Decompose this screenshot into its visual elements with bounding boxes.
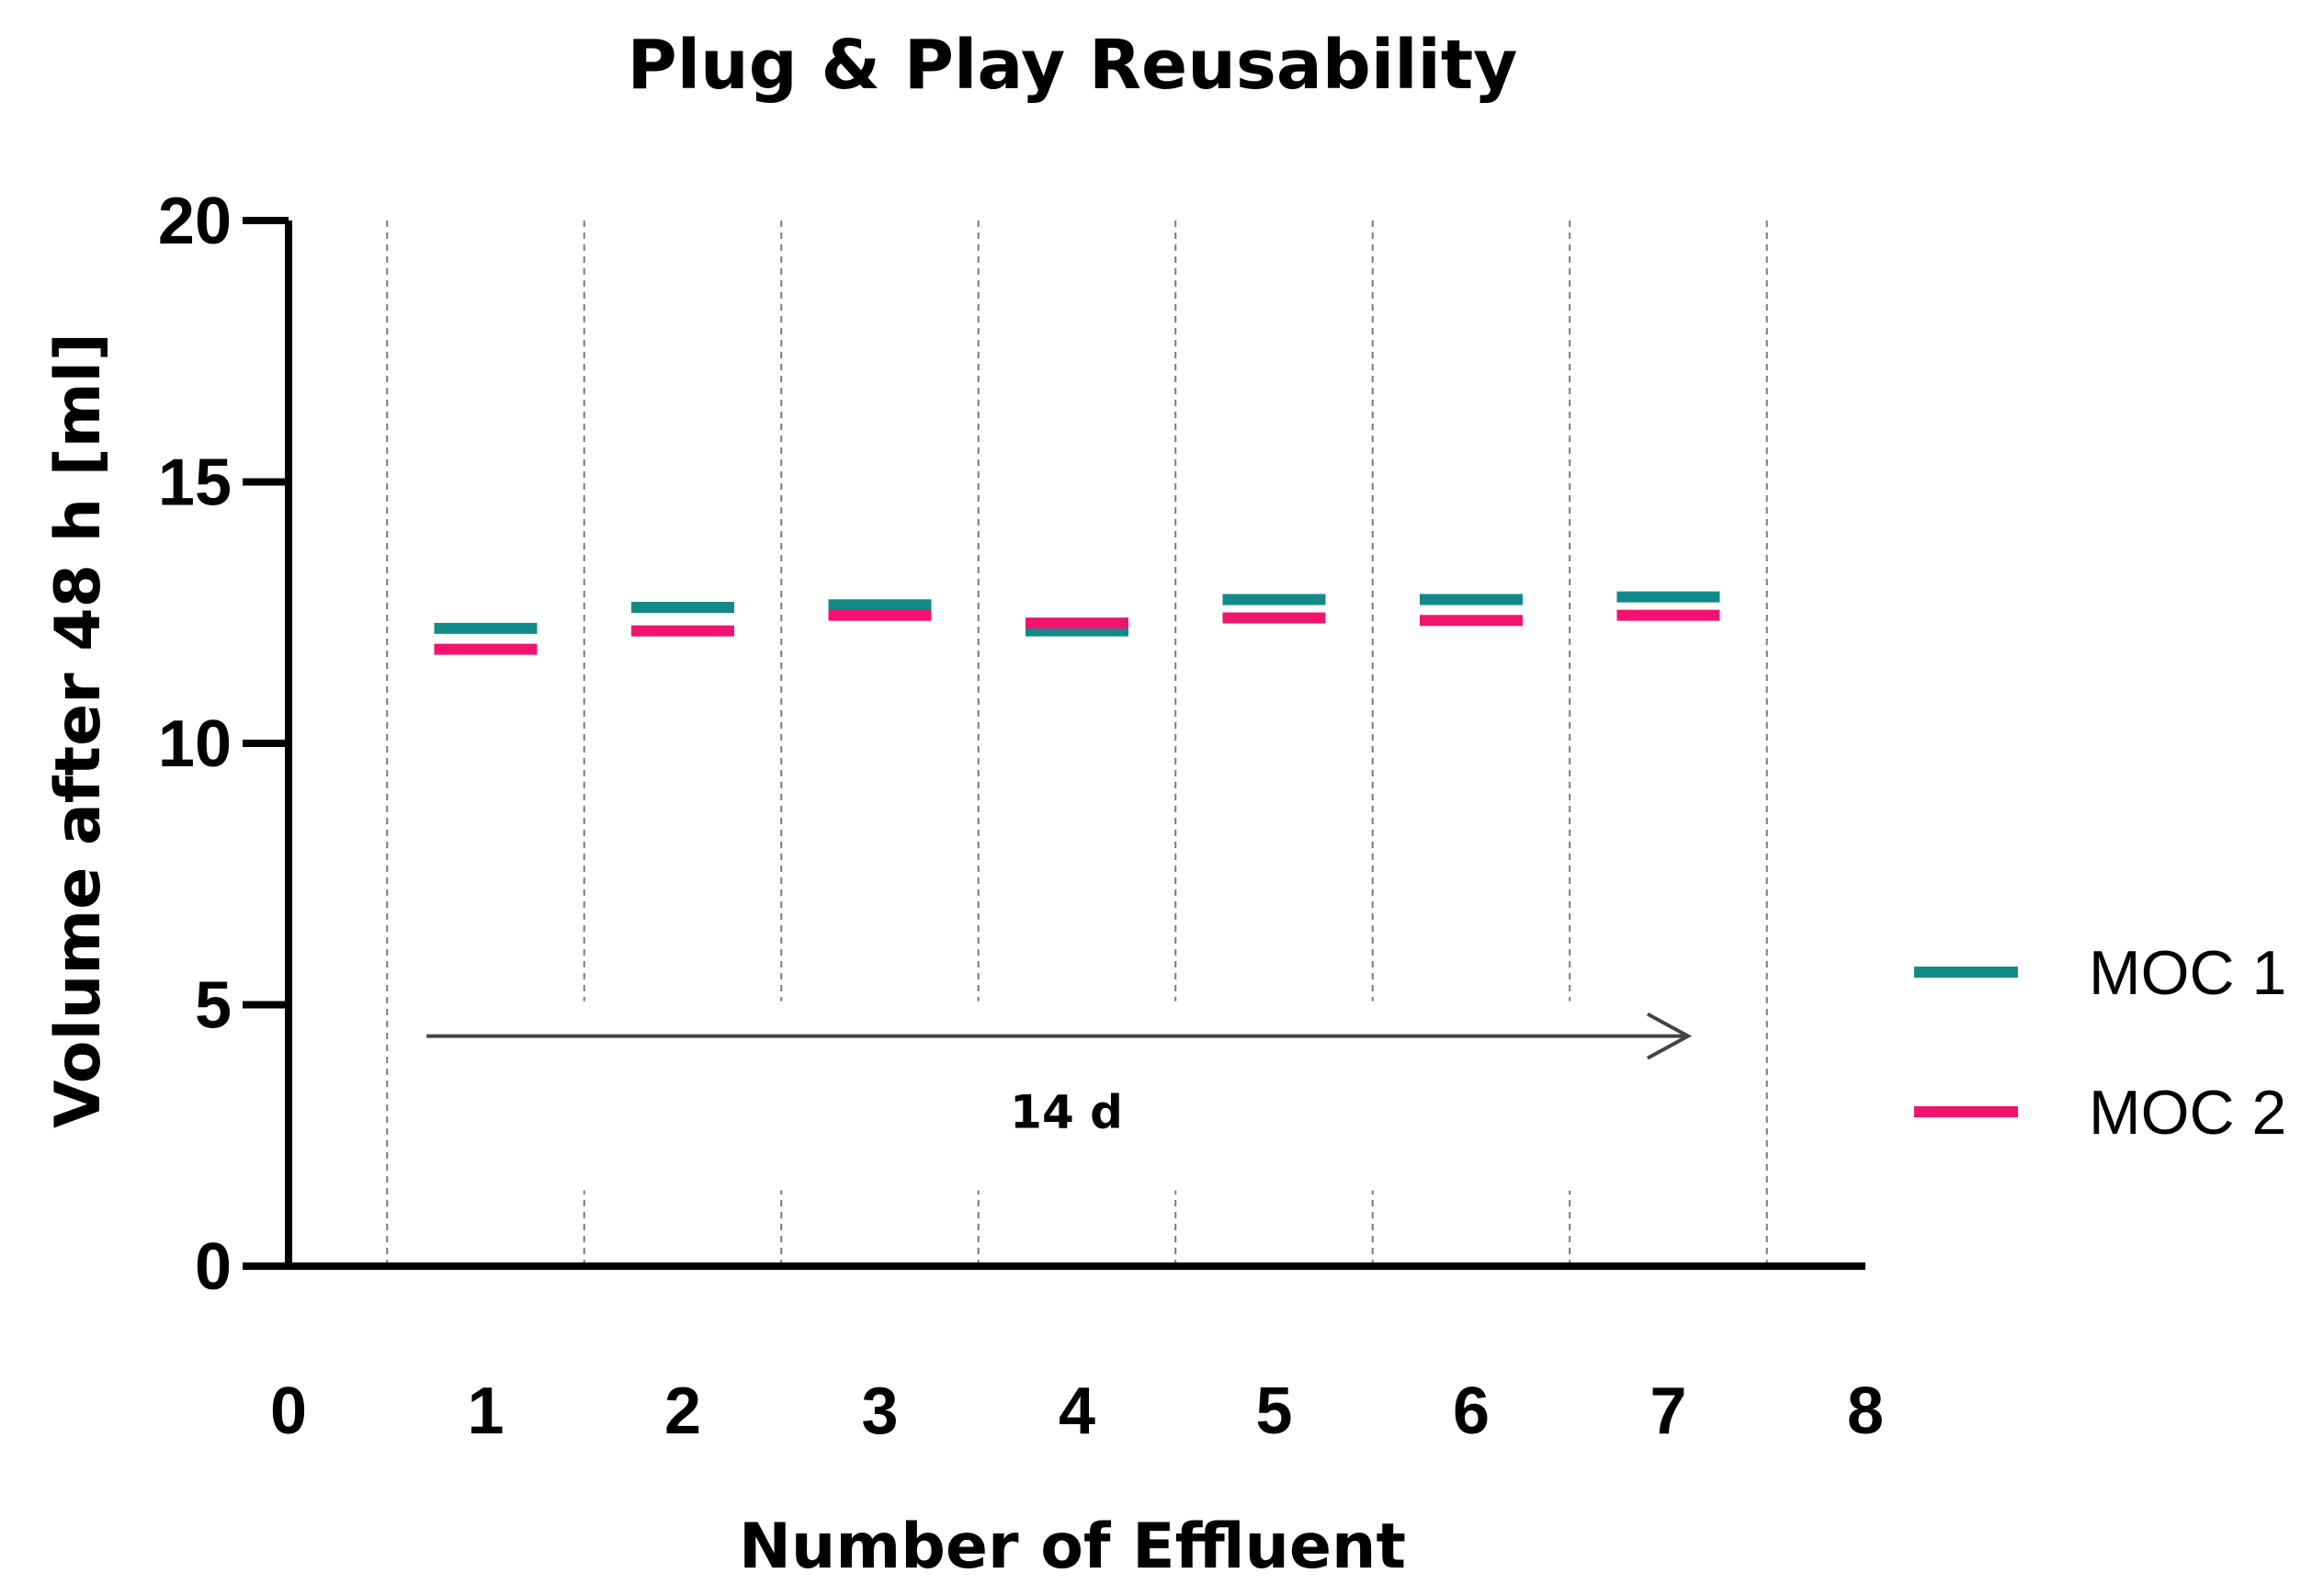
x-tick-label: 7 xyxy=(1649,1375,1686,1448)
axes-layer: 0 5 10 15 20 0 1 2 3 4 5 6 7 8 xyxy=(158,185,1884,1448)
y-tick-label: 15 xyxy=(158,447,232,520)
x-tick-label: 5 xyxy=(1255,1375,1292,1448)
annotation-arrowhead xyxy=(1646,1012,1693,1060)
legend-label-2: MOC 2 xyxy=(2089,1078,2286,1148)
y-tick-label: 20 xyxy=(158,185,232,258)
x-tick-label: 0 xyxy=(270,1375,307,1448)
series-layer xyxy=(434,591,1720,655)
chart-title: Plug & Play Reusability xyxy=(627,26,1517,105)
x-tick-label: 1 xyxy=(467,1375,504,1448)
annotation-background xyxy=(390,1001,1739,1191)
y-tick-label: 10 xyxy=(158,707,232,781)
x-axis-label: Number of Effluent xyxy=(739,1511,1406,1583)
annotation-layer: 14 d xyxy=(390,1001,1739,1191)
y-tick-label: 5 xyxy=(195,969,232,1043)
x-tick-label: 3 xyxy=(861,1375,898,1448)
x-tick-label: 4 xyxy=(1059,1375,1095,1448)
y-tick-label: 0 xyxy=(195,1230,232,1304)
x-tick-label: 2 xyxy=(664,1375,701,1448)
y-axis-label: Volume after 48 h [ml] xyxy=(42,333,115,1128)
x-tick-label: 8 xyxy=(1847,1375,1884,1448)
annotation-text: 14 d xyxy=(1010,1086,1123,1139)
legend-label-1: MOC 1 xyxy=(2089,938,2286,1008)
legend: MOC 1 MOC 2 xyxy=(1914,938,2286,1148)
x-tick-label: 6 xyxy=(1453,1375,1490,1448)
